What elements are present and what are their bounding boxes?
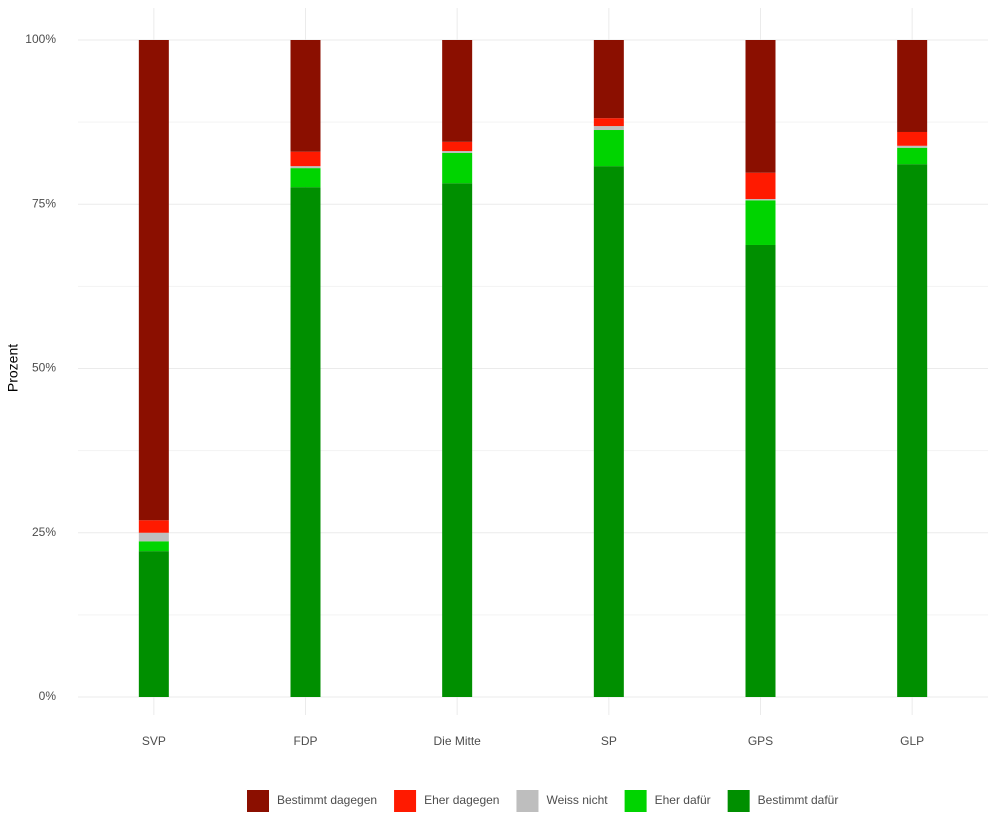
- legend-label: Weiss nicht: [546, 793, 608, 807]
- y-axis-label: Prozent: [5, 344, 21, 392]
- bar-segment: [290, 151, 321, 167]
- legend-label: Eher dafür: [655, 793, 711, 807]
- y-tick-label: 25%: [32, 525, 56, 539]
- bar-segment: [442, 183, 473, 697]
- legend-swatch: [247, 790, 269, 812]
- bar-segment: [138, 551, 169, 697]
- bar-segment: [290, 168, 321, 188]
- legend-label: Bestimmt dafür: [758, 793, 839, 807]
- legend-swatch: [516, 790, 539, 812]
- legend-label: Bestimmt dagegen: [277, 793, 377, 807]
- y-tick-label: 100%: [25, 32, 56, 46]
- bar-segment: [442, 151, 473, 154]
- legend-swatch: [624, 790, 647, 812]
- bar-segment: [897, 164, 928, 698]
- bar-segment: [897, 40, 928, 132]
- x-tick-label: Die Mitte: [433, 734, 481, 748]
- bar-segment: [897, 145, 928, 148]
- y-tick-label: 50%: [32, 361, 56, 375]
- bar-segment: [745, 40, 776, 173]
- bar-segment: [745, 198, 776, 201]
- bar-segment: [290, 166, 321, 169]
- bar-segment: [290, 40, 321, 152]
- bar-segment: [593, 166, 624, 698]
- y-tick-label: 0%: [39, 689, 57, 703]
- x-tick-label: GPS: [748, 734, 773, 748]
- x-tick-label: SP: [601, 734, 617, 748]
- bar-segment: [138, 40, 169, 521]
- bar-segment: [442, 153, 473, 184]
- x-tick-label: GLP: [900, 734, 924, 748]
- bar-segment: [745, 244, 776, 697]
- bar-segment: [593, 40, 624, 119]
- x-tick-label: SVP: [142, 734, 166, 748]
- legend-label: Eher dagegen: [424, 793, 499, 807]
- bar-segment: [442, 40, 473, 142]
- legend-swatch: [727, 790, 750, 812]
- x-tick-label: FDP: [294, 734, 318, 748]
- bar-segment: [745, 200, 776, 245]
- bar-segment: [897, 131, 928, 146]
- bar-segment: [138, 541, 169, 552]
- y-tick-label: 75%: [32, 196, 56, 210]
- bar-segment: [442, 141, 473, 152]
- bar-segment: [593, 118, 624, 127]
- bar-segment: [745, 172, 776, 199]
- bar-segment: [290, 187, 321, 697]
- bar-segment: [138, 520, 169, 533]
- bar-segment: [593, 130, 624, 167]
- bar-segment: [897, 147, 928, 165]
- bar-segment: [138, 532, 169, 542]
- bar-segment: [593, 126, 624, 131]
- legend-swatch: [394, 790, 417, 812]
